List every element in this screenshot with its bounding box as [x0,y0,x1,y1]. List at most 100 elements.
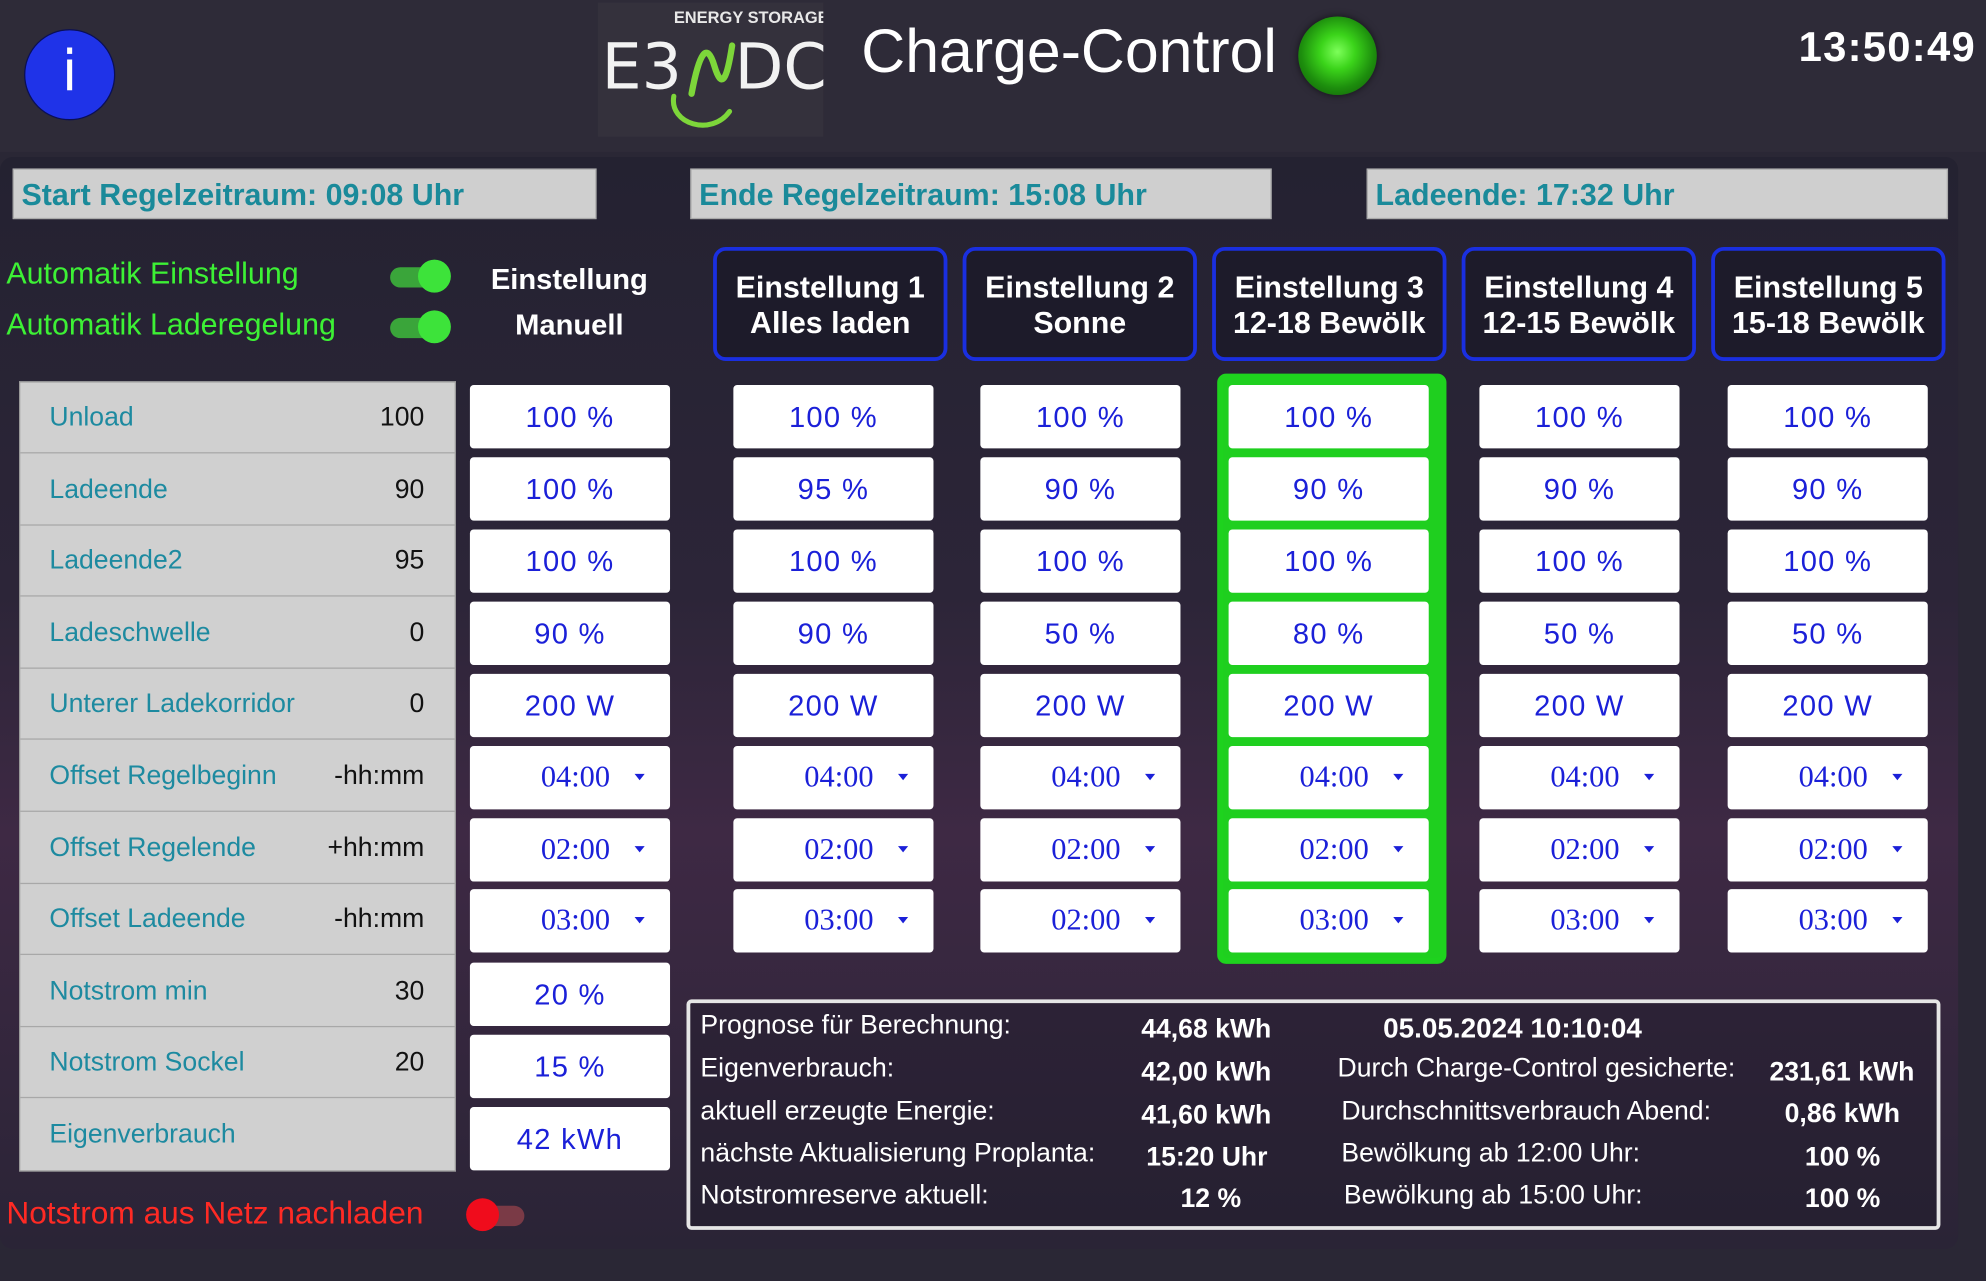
setting-4-input[interactable]: 50 % [1479,601,1680,665]
setting-3-select[interactable]: 02:00 [1228,818,1429,882]
gesichert-label: Durch Charge-Control gesicherte: [1337,1053,1736,1083]
setting-4-select[interactable]: 02:00 [1479,818,1680,882]
setting-5-select[interactable]: 02:00 [1727,818,1928,882]
app-title: Charge-Control [861,18,1277,87]
setting-5-input[interactable]: 200 W [1727,673,1928,738]
param-row: Ladeende2 95 [20,526,455,597]
setting-1-input[interactable]: 200 W [733,673,934,738]
parameter-table: Unload 100 Ladeende 90 Ladeende2 95 Ladeschwel… [18,381,456,1172]
logo-left-text: E3 [602,30,682,104]
setting-2-input[interactable]: 100 % [980,385,1181,449]
setting-1-button[interactable]: Einstellung 1 Alles laden [713,246,948,361]
setting-4-input[interactable]: 100 % [1479,385,1680,449]
setting-3-input[interactable]: 90 % [1228,457,1429,521]
setting-1-select[interactable]: 02:00 [733,818,934,882]
manual-input[interactable]: 42 kWh [469,1107,671,1171]
auto-setting-toggle[interactable] [388,259,451,293]
setting-3-title: Einstellung 3 [1234,271,1424,306]
auto-charge-toggle[interactable] [388,310,451,344]
setting-4-input[interactable]: 100 % [1479,529,1680,593]
setting-4-input[interactable]: 90 % [1479,457,1680,521]
setting-5-input[interactable]: 50 % [1727,601,1928,665]
setting-2-input-value: 90 % [1044,472,1117,506]
manual-input[interactable]: 100 % [469,385,671,449]
setting-2-select[interactable]: 02:00 [980,818,1181,882]
setting-1-input-value: 95 % [797,472,870,506]
manual-input[interactable]: 15 % [469,1034,671,1099]
info-button[interactable]: i [24,29,116,121]
param-value: 95 [394,546,425,576]
setting-5-select[interactable]: 04:00 [1727,746,1928,810]
setting-2-title: Einstellung 2 [985,271,1175,306]
setting-5-select[interactable]: 03:00 [1727,889,1928,953]
setting-4-select[interactable]: 04:00 [1479,746,1680,810]
manual-input[interactable]: 100 % [469,529,671,593]
manual-column-header: Einstellung Manuell [471,256,667,347]
setting-3-input[interactable]: 80 % [1228,601,1429,665]
setting-3-input[interactable]: 100 % [1228,385,1429,449]
setting-1-input[interactable]: 90 % [733,601,934,665]
setting-4-input-value: 200 W [1534,689,1625,722]
setting-1-select[interactable]: 04:00 [733,746,934,810]
setting-3-select-value: 03:00 [1299,904,1369,938]
setting-4-input[interactable]: 200 W [1479,673,1680,738]
setting-1-input[interactable]: 100 % [733,529,934,593]
setting-2-select[interactable]: 02:00 [980,889,1181,953]
eigenverbrauch-value: 42,00 kWh [1141,1057,1272,1087]
param-row: Notstrom Sockel 20 [20,1028,455,1099]
setting-2-input[interactable]: 90 % [980,457,1181,521]
chevron-down-icon [898,917,909,924]
setting-4-select[interactable]: 03:00 [1479,889,1680,953]
param-name: Ladeende2 [49,546,183,576]
setting-1-select-value: 04:00 [804,761,874,795]
chevron-down-icon [1145,917,1156,924]
setting-5-input-value: 50 % [1791,616,1864,650]
manual-input[interactable]: 90 % [469,601,671,665]
setting-1-select[interactable]: 03:00 [733,889,934,953]
setting-2-input[interactable]: 200 W [980,673,1181,738]
start-period: Start Regelzeitraum: 09:08 Uhr [12,168,597,220]
manual-select[interactable]: 04:00 [469,746,671,810]
setting-5-input[interactable]: 100 % [1727,529,1928,593]
setting-5-button[interactable]: Einstellung 5 15-18 Bewölk [1711,246,1946,361]
setting-3-input[interactable]: 100 % [1228,529,1429,593]
manual-select[interactable]: 02:00 [469,818,671,882]
setting-5-input[interactable]: 100 % [1727,385,1928,449]
setting-3-button[interactable]: Einstellung 3 12-18 Bewölk [1212,246,1447,361]
manual-input[interactable]: 20 % [469,962,671,1026]
setting-3-select[interactable]: 04:00 [1228,746,1429,810]
durchschnitt-value: 0,86 kWh [1784,1099,1900,1129]
setting-4-input-value: 100 % [1534,400,1624,434]
setting-1-input[interactable]: 95 % [733,457,934,521]
param-name: Ladeende [49,474,168,504]
setting-2-select[interactable]: 04:00 [980,746,1181,810]
setting-3-input[interactable]: 200 W [1228,673,1429,738]
emergency-grid-toggle[interactable] [466,1198,529,1232]
setting-3-input-value: 200 W [1283,689,1374,722]
param-value: 0 [409,689,425,719]
setting-2-input[interactable]: 100 % [980,529,1181,593]
setting-4-button[interactable]: Einstellung 4 12-15 Bewölk [1461,246,1696,361]
setting-4-input-value: 90 % [1543,472,1616,506]
setting-5-input-value: 100 % [1783,544,1873,578]
setting-1-input[interactable]: 100 % [733,385,934,449]
top-bar [0,0,1986,152]
manual-input[interactable]: 200 W [469,673,671,738]
setting-5-input-value: 200 W [1782,689,1873,722]
logo-right-text: DC [735,30,824,104]
setting-3-select[interactable]: 03:00 [1228,889,1429,953]
setting-2-button[interactable]: Einstellung 2 Sonne [962,246,1197,361]
setting-1-title: Einstellung 1 [735,271,925,306]
chevron-down-icon [1892,773,1903,781]
manual-select-value: 04:00 [540,761,611,795]
setting-1-input-value: 90 % [797,616,870,650]
chevron-down-icon [1393,917,1404,924]
setting-5-input[interactable]: 90 % [1727,457,1928,521]
setting-4-select-value: 04:00 [1550,761,1620,795]
manual-input[interactable]: 100 % [469,457,671,521]
setting-2-input-value: 200 W [1035,689,1126,722]
durchschnitt-label: Durchschnittsverbrauch Abend: [1341,1096,1711,1127]
setting-2-input[interactable]: 50 % [980,601,1181,665]
manual-select[interactable]: 03:00 [469,889,671,953]
prognose-value: 44,68 kWh [1141,1014,1272,1044]
